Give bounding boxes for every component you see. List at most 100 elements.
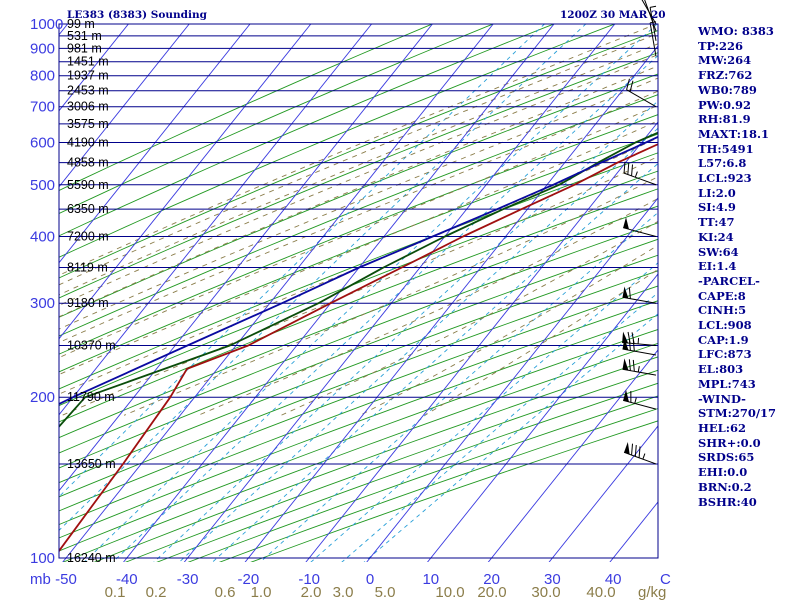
dry-adiabat (93, 356, 658, 562)
pressure-axis-label: mb (30, 571, 51, 588)
dry-adiabat (59, 270, 658, 498)
temperature-tick-label: 30 (544, 571, 561, 588)
isotherm (59, 24, 251, 264)
index-item: CINH:5 (698, 303, 747, 318)
dry-adiabat (59, 24, 617, 258)
barb-staff (622, 348, 657, 356)
mixing-ratio-label: 1.0 (251, 584, 272, 600)
mixing-ratio-line (259, 211, 658, 562)
dry-adiabat (59, 24, 434, 191)
wind-barb (626, 78, 657, 108)
mixing-ratio-unit: g/kg (638, 584, 666, 600)
dry-adiabat (59, 24, 556, 237)
moist-adiabat (281, 220, 658, 416)
height-label: 8119 m (67, 260, 108, 274)
moist-adiabat (59, 65, 658, 318)
mixing-ratio-line (153, 100, 658, 562)
mixing-ratio-label: 40.0 (586, 584, 615, 600)
isotherm (0, 13, 16, 570)
mixing-ratio-label: 3.0 (333, 584, 354, 600)
index-item: WMO: 8383 (698, 24, 774, 38)
height-label: 9180 m (67, 296, 109, 310)
barb-half (642, 453, 646, 460)
isotherm (59, 24, 190, 188)
dry-adiabat (59, 238, 658, 469)
barb-flag (631, 332, 635, 344)
mixing-ratio-line (341, 292, 658, 562)
index-item: EL:803 (698, 362, 744, 377)
moist-adiabat (62, 155, 658, 416)
index-item: SRDS:65 (698, 450, 755, 465)
index-item: PW:0.92 (698, 97, 752, 112)
height-label: 3575 m (67, 117, 109, 131)
pressure-tick-label: 300 (30, 295, 55, 312)
pressure-tick-label: 800 (30, 68, 55, 85)
index-item: TT:47 (698, 215, 735, 230)
height-label: 981 m (67, 41, 102, 55)
barb-half (634, 397, 637, 404)
isotherm (305, 121, 658, 562)
barb-flag (627, 163, 630, 175)
dry-adiabat (59, 170, 658, 407)
isotherm (366, 197, 658, 562)
dry-adiabat (59, 222, 658, 454)
pressure-tick-label: 200 (30, 389, 55, 406)
mixing-ratio-label: 20.0 (477, 584, 506, 600)
wind-barb (622, 286, 657, 304)
dry-adiabat (62, 342, 658, 562)
barb-flag (632, 359, 635, 372)
moist-adiabat (59, 24, 658, 276)
dry-adiabat (124, 369, 658, 562)
index-item: HEL:62 (698, 420, 746, 435)
isotherm (183, 24, 616, 562)
wind-barb (622, 338, 657, 356)
height-label: 2453 m (67, 84, 109, 98)
dry-adiabat (250, 420, 658, 562)
mixing-ratio-line (112, 54, 658, 562)
moist-adiabat (59, 77, 658, 330)
barb-staff (649, 22, 657, 57)
index-item: BSHR:40 (698, 494, 757, 509)
index-item: SI:4.9 (698, 200, 736, 215)
pressure-tick-label: 400 (30, 228, 55, 245)
dry-adiabat (59, 205, 658, 439)
dry-adiabat (59, 188, 658, 423)
isotherm (59, 24, 69, 36)
isotherm (59, 24, 129, 112)
plot-frame (58, 23, 659, 559)
mixing-ratio-line (59, 24, 546, 498)
height-label: 13650 m (67, 457, 116, 471)
mixing-ratio-label: 2.0 (301, 584, 322, 600)
pressure-tick-label: 600 (30, 134, 55, 151)
barb-staff (644, 0, 657, 32)
pressure-tick-label: 500 (30, 177, 55, 194)
moist-adiabat (123, 176, 658, 416)
index-item: KI:24 (698, 229, 734, 244)
dry-adiabat (59, 329, 658, 552)
temperature-tick-label: 0 (366, 571, 374, 588)
index-item: TP:226 (698, 38, 744, 53)
wind-barb (623, 389, 657, 410)
dry-adiabat (59, 285, 658, 512)
moist-adiabat (359, 244, 658, 416)
barb-flag (638, 446, 641, 458)
temperature-tick-label: 10 (422, 571, 439, 588)
wind-barb (623, 161, 657, 186)
index-item: TH:5491 (698, 141, 754, 156)
background-lines (0, 13, 658, 570)
wind-barb (622, 358, 657, 376)
moist-adiabat (59, 32, 658, 286)
height-label: 4858 m (67, 156, 109, 170)
wind-barb (641, 0, 657, 25)
index-item: WB0:789 (698, 82, 757, 97)
temperature-line (59, 143, 658, 553)
barb-flag (627, 331, 631, 344)
index-item: BRN:0.2 (698, 479, 752, 494)
temperature-tick-label: 40 (605, 571, 622, 588)
height-label: 1937 m (67, 69, 109, 83)
isotherm (487, 349, 658, 562)
mixing-ratio-label: 10.0 (435, 584, 464, 600)
mixing-ratio-line (83, 24, 658, 562)
index-item: SHR+:0.0 (698, 435, 761, 450)
parcel-line (59, 135, 658, 405)
